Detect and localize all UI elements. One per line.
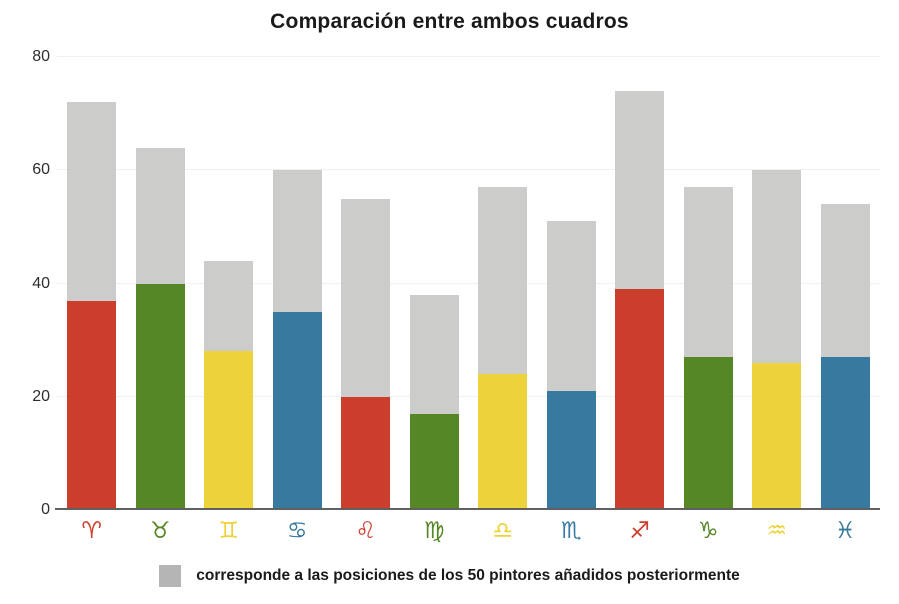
x-axis-label-virgo: ♍ <box>423 518 445 544</box>
y-axis-tick-label: 80 <box>32 48 50 65</box>
bar-segment-added <box>752 170 802 363</box>
bar-segment-original <box>204 351 254 510</box>
bar-group <box>478 57 528 510</box>
x-axis-label-piscis: ♓ <box>834 518 856 544</box>
bar-group <box>820 57 870 510</box>
bar-group <box>272 57 322 510</box>
x-axis-baseline <box>55 508 880 510</box>
bar-segment-added <box>683 187 733 358</box>
bar-segment-added <box>67 102 117 301</box>
gridline <box>57 282 880 284</box>
x-axis-label-acuario: ♒ <box>766 518 787 544</box>
y-axis-tick-label: 60 <box>32 161 50 179</box>
x-axis-label-sagitario: ♐ <box>629 518 650 544</box>
bar-segment-original <box>341 396 391 510</box>
bar-segment-added <box>820 204 870 358</box>
legend: corresponde a las posiciones de los 50 p… <box>0 565 899 587</box>
x-axis-label-escorpio: ♏ <box>560 518 582 544</box>
y-axis-tick-label: 0 <box>41 501 50 518</box>
x-axis-label-cancer: ♋ <box>286 518 308 544</box>
y-axis-tick-label: 40 <box>32 274 50 292</box>
bar-segment-added <box>478 187 528 375</box>
bar-segment-original <box>272 311 322 510</box>
bar-segment-original <box>135 283 185 510</box>
bar-segment-original <box>67 300 117 510</box>
bar-segment-added <box>272 170 322 312</box>
bar-segment-added <box>341 198 391 397</box>
gridline <box>57 395 880 397</box>
legend-swatch <box>159 565 182 587</box>
x-axis-label-tauro: ♉ <box>149 518 171 544</box>
bar-segment-added <box>546 221 596 392</box>
x-axis-label-leo: ♌ <box>355 518 376 544</box>
gridline <box>57 169 880 171</box>
x-axis-label-aries: ♈ <box>81 518 102 544</box>
bar-group <box>546 57 596 510</box>
bar-segment-added <box>135 147 185 284</box>
bar-segment-original <box>546 391 596 510</box>
bar-segment-original <box>820 357 870 510</box>
bar-segment-added <box>204 260 254 352</box>
bar-group <box>341 57 391 510</box>
bar-group <box>683 57 733 510</box>
x-axis-label-geminis: ♊ <box>218 518 239 544</box>
bar-segment-original <box>478 374 528 510</box>
legend-label: corresponde a las posiciones de los 50 p… <box>196 567 740 584</box>
bar-segment-original <box>615 289 665 510</box>
bar-group <box>409 57 459 510</box>
bar-segment-original <box>752 362 802 510</box>
bar-group <box>752 57 802 510</box>
chart-title: Comparación entre ambos cuadros <box>270 10 629 33</box>
bar-segment-original <box>409 413 459 510</box>
bar-segment-added <box>615 90 665 290</box>
x-axis-label-libra: ♎ <box>492 518 513 544</box>
bar-segment-original <box>683 357 733 510</box>
x-axis-label-capricornio: ♑ <box>697 518 719 544</box>
bar-group <box>204 57 254 510</box>
bar-group <box>135 57 185 510</box>
bar-group <box>67 57 117 510</box>
gridline <box>57 56 880 57</box>
plot-area <box>55 56 880 510</box>
bar-segment-added <box>409 294 459 414</box>
y-axis-tick-label: 20 <box>32 387 50 405</box>
bar-group <box>615 57 665 510</box>
